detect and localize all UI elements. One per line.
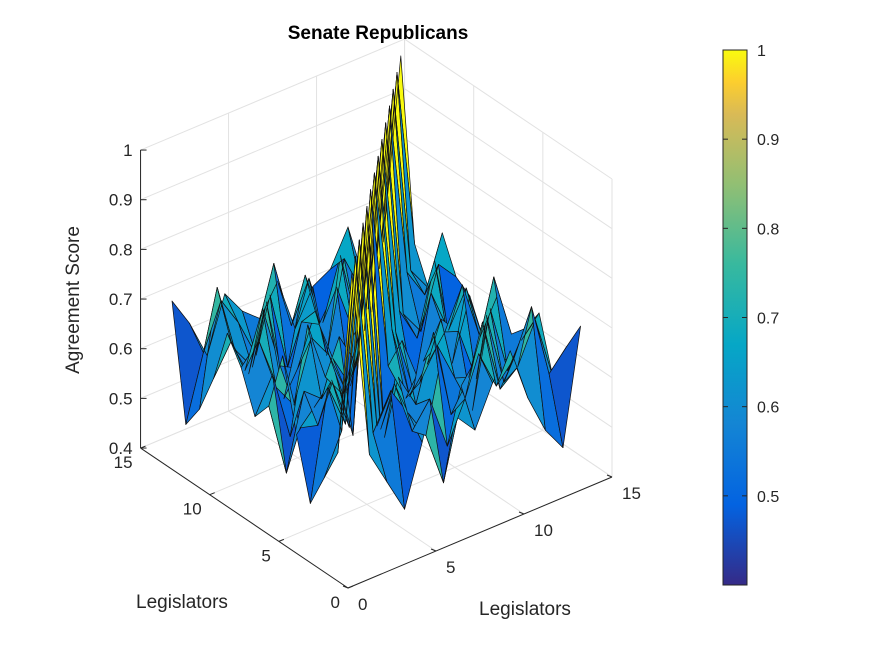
surface-mesh [171,55,581,510]
grid-line [140,187,405,300]
surface-patch [548,325,581,449]
x-tick-label: 10 [183,500,202,519]
z-tick-label: 0.5 [109,389,133,408]
x-axis-line [140,447,349,589]
y-tick-mark [606,474,613,478]
z-tick-label: 0.6 [109,340,133,359]
y-tick-mark [342,585,349,589]
y-tick-mark [430,548,437,552]
x-tick-label: 5 [261,546,270,565]
z-axis-label: Agreement Score [63,226,84,374]
colorbar-tick-label: 0.7 [757,311,779,328]
y-axis-line [347,476,613,589]
z-tick-label: 0.9 [109,191,133,210]
colorbar-tick-label: 0.9 [757,132,779,149]
x-axis-label: Legislators [136,592,228,613]
y-axis-label: Legislators [479,599,571,620]
grid-line [404,137,613,279]
grid-line [404,38,613,180]
y-tick-label: 15 [622,484,641,503]
colorbar-tick-label: 1 [757,43,766,60]
x-tick-mark [347,585,354,589]
grid-line [140,137,405,250]
z-tick-label: 0.8 [109,240,133,259]
grid-line [404,187,613,329]
z-tick-label: 0.7 [109,290,133,309]
y-tick-label: 5 [446,558,455,577]
axis-box [140,149,613,589]
x-tick-label: 0 [331,593,340,612]
x-tick-label: 15 [114,453,133,472]
colorbar-tick-label: 0.8 [757,221,779,238]
chart-title: Senate Republicans [288,23,469,44]
y-tick-mark [518,511,525,515]
grid-line [404,88,613,230]
z-tick-label: 0.4 [109,439,133,458]
x-tick-mark [278,538,285,542]
y-tick-label: 10 [534,521,553,540]
z-tick-label: 1 [123,141,132,160]
colorbar: 0.5 0.6 0.7 0.8 0.9 1 [722,43,779,586]
colorbar-ticks: 0.5 0.6 0.7 0.8 0.9 1 [723,43,779,506]
grid-line [228,410,437,552]
grid-line [140,38,405,151]
colorbar-tick-label: 0.5 [757,489,779,506]
colorbar-tick-label: 0.6 [757,400,779,417]
x-tick-mark [209,492,215,496]
grid-line [140,88,405,201]
y-tick-label: 0 [358,595,367,614]
